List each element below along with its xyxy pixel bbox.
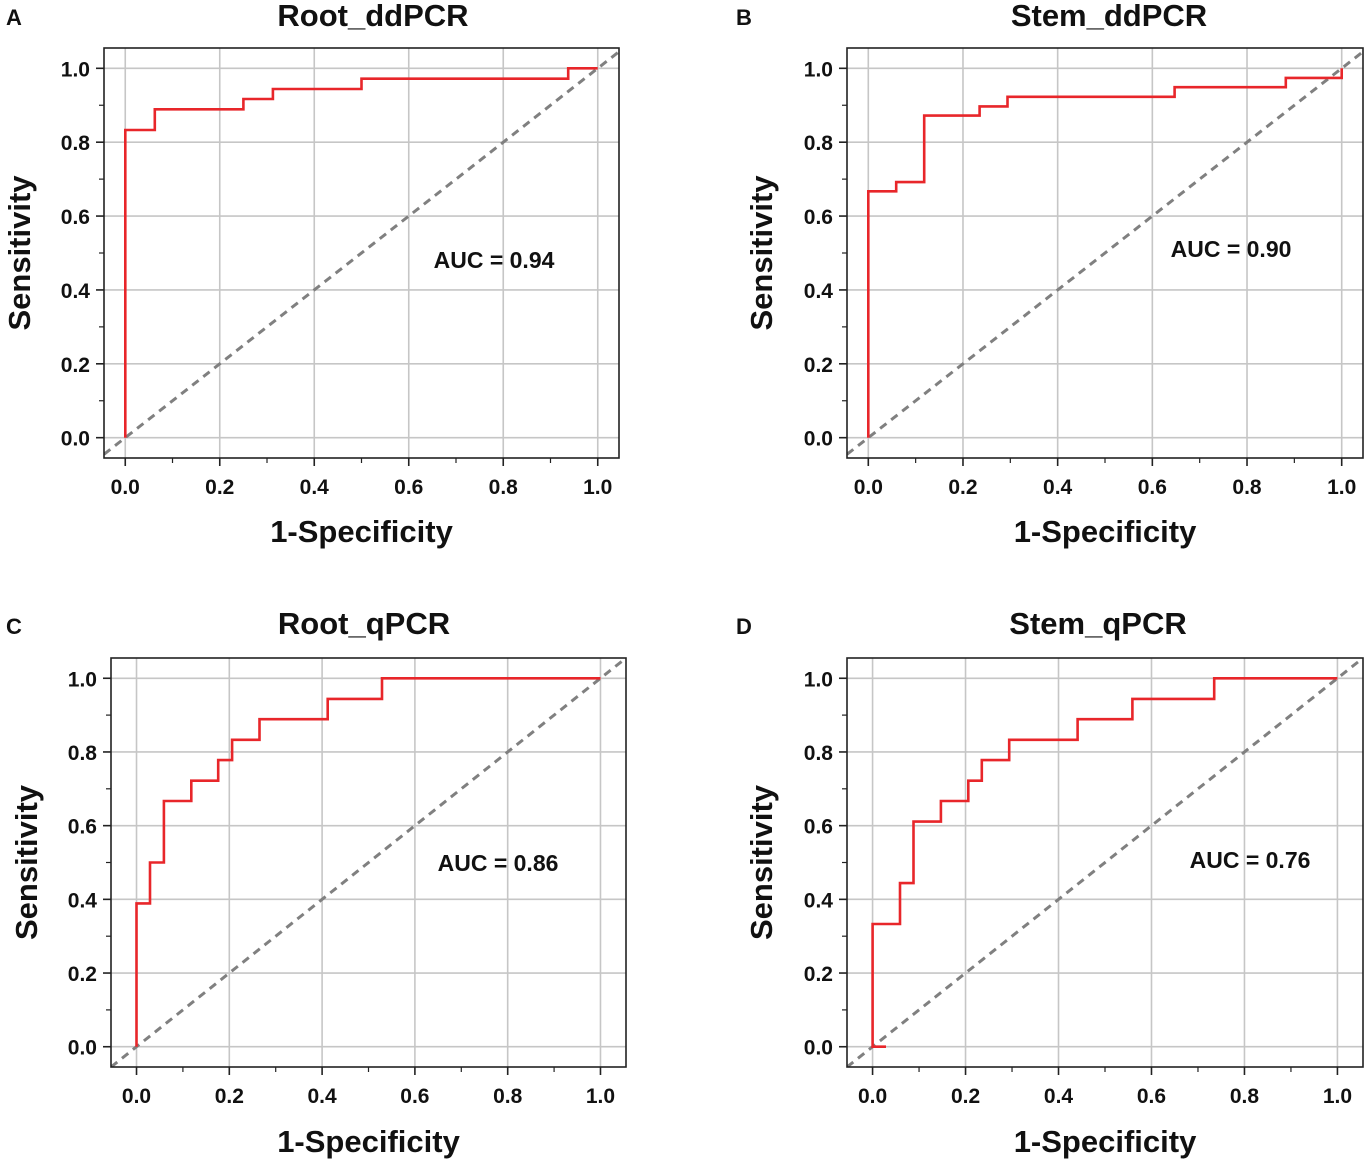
x-tick-label: 0.0 [854, 476, 883, 499]
x-axis-label: 1-Specificity [270, 514, 453, 549]
y-tick-label: 0.2 [61, 354, 90, 377]
panel-a: 0.0 0.2 0.4 0.6 0.8 1.0 0.0 0.2 0.4 0.6 0.8 1.0 A Roo… [2, 0, 620, 549]
x-axis-label: 1-Specificity [1014, 514, 1197, 549]
y-tick-label: 1.0 [61, 58, 90, 81]
panel-title: Stem_ddPCR [1011, 0, 1207, 33]
x-tick-label: 0.8 [1230, 1085, 1260, 1108]
panel-letter: B [736, 5, 752, 30]
panel-letter: D [736, 614, 752, 639]
x-tick-label: 1.0 [586, 1085, 615, 1108]
y-axis-label: Sensitivity [744, 175, 779, 331]
y-tick-label: 0.0 [61, 428, 90, 451]
x-tick-label: 0.0 [111, 476, 140, 499]
panel-title: Root_ddPCR [277, 0, 468, 33]
y-tick-label: 1.0 [68, 668, 97, 691]
x-tick-label: 1.0 [1327, 476, 1356, 499]
auc-annotation: AUC = 0.76 [1190, 847, 1311, 873]
panel-title: Stem_qPCR [1009, 606, 1186, 641]
x-tick-label: 0.4 [1044, 1085, 1074, 1108]
x-tick-label: 0.0 [858, 1085, 887, 1108]
x-tick-label: 1.0 [583, 476, 612, 499]
x-tick-label: 0.6 [1137, 1085, 1166, 1108]
roc-curve [871, 676, 1338, 1048]
x-tick-label: 1.0 [1323, 1085, 1352, 1108]
panel-d: 0.0 0.2 0.4 0.6 0.8 1.0 0.0 0.2 0.4 0.6 0.8 1.0 D Ste… [736, 606, 1364, 1159]
auc-annotation: AUC = 0.86 [438, 850, 559, 876]
y-tick-label: 0.6 [804, 816, 833, 839]
panel-letter: A [6, 5, 22, 30]
reference-diagonal-line [104, 50, 619, 456]
y-tick-label: 0.2 [804, 963, 833, 986]
y-tick-label: 0.4 [68, 889, 98, 912]
y-tick-label: 0.4 [804, 280, 834, 303]
y-tick-label: 0.8 [804, 132, 834, 155]
panel-letter: C [6, 614, 22, 639]
roc-curve [124, 67, 598, 438]
y-tick-label: 0.2 [804, 354, 833, 377]
y-tick-label: 0.2 [68, 963, 97, 986]
reference-diagonal-line [847, 50, 1363, 456]
x-tick-label: 0.6 [400, 1085, 429, 1108]
x-tick-label: 0.8 [1232, 476, 1262, 499]
x-tick-label: 0.4 [1043, 476, 1073, 499]
y-tick-label: 0.6 [61, 206, 90, 229]
y-tick-label: 0.0 [68, 1037, 97, 1060]
x-tick-label: 0.8 [493, 1085, 523, 1108]
reference-diagonal-line [111, 658, 626, 1067]
y-tick-label: 0.0 [804, 1037, 833, 1060]
x-tick-label: 0.6 [394, 476, 423, 499]
x-tick-label: 0.2 [215, 1085, 244, 1108]
y-tick-label: 0.8 [804, 742, 834, 765]
y-tick-label: 0.8 [61, 132, 91, 155]
panel-title: Root_qPCR [278, 606, 450, 641]
x-tick-label: 0.6 [1138, 476, 1167, 499]
x-tick-label: 0.4 [308, 1085, 338, 1108]
y-tick-label: 0.6 [804, 206, 833, 229]
roc-curve [866, 68, 1343, 438]
y-tick-label: 1.0 [804, 58, 833, 81]
y-tick-label: 0.6 [68, 816, 97, 839]
y-tick-label: 0.8 [68, 742, 98, 765]
y-axis-label: Sensitivity [9, 784, 44, 940]
x-axis-label: 1-Specificity [1014, 1124, 1197, 1159]
x-tick-label: 0.8 [489, 476, 519, 499]
y-tick-label: 1.0 [804, 668, 833, 691]
roc-curve [135, 676, 601, 1047]
auc-annotation: AUC = 0.90 [1171, 236, 1292, 262]
x-tick-label: 0.2 [205, 476, 234, 499]
reference-diagonal-line [847, 658, 1363, 1067]
x-tick-label: 0.2 [948, 476, 977, 499]
auc-annotation: AUC = 0.94 [434, 247, 555, 273]
y-tick-label: 0.4 [804, 889, 834, 912]
x-tick-label: 0.2 [951, 1085, 980, 1108]
panel-c: 0.0 0.2 0.4 0.6 0.8 1.0 0.0 0.2 0.4 0.6 0.8 1.0 C Roo… [6, 606, 627, 1159]
x-tick-label: 0.0 [122, 1085, 151, 1108]
x-axis-label: 1-Specificity [277, 1124, 460, 1159]
y-axis-label: Sensitivity [744, 784, 779, 940]
y-tick-label: 0.4 [61, 280, 91, 303]
y-tick-label: 0.0 [804, 428, 833, 451]
panel-b: 0.0 0.2 0.4 0.6 0.8 1.0 0.0 0.2 0.4 0.6 0.8 1.0 B Ste… [736, 0, 1364, 549]
x-tick-label: 0.4 [300, 476, 330, 499]
y-axis-label: Sensitivity [2, 175, 37, 331]
